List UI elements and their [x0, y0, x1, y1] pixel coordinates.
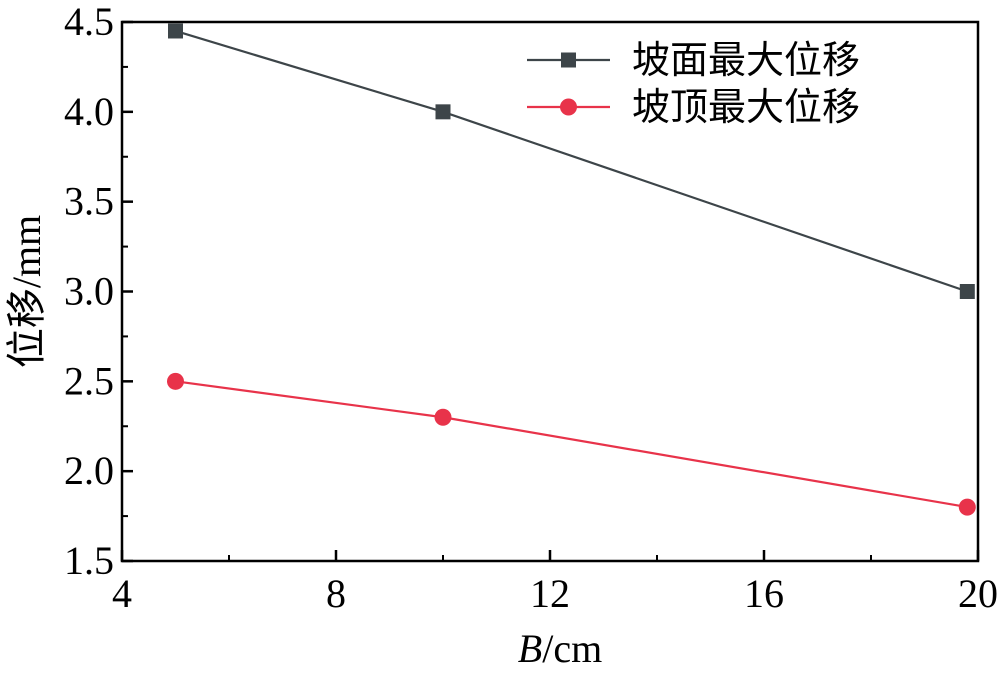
legend-item-series-2: 坡顶最大位移: [527, 85, 860, 129]
data-point-circle: [167, 372, 184, 390]
y-tick-label: 3.0: [64, 269, 114, 314]
series-2: [167, 372, 976, 516]
x-axis-variable: B: [518, 626, 542, 671]
legend-label-series-1: 坡面最大位移: [632, 38, 860, 82]
data-point-square: [168, 23, 183, 39]
data-point-square: [959, 284, 975, 299]
data-point-circle: [434, 408, 452, 426]
ticks: 4 8 12 16 20 1.5 2.0 2.5 3.0 3.5 4.0 4.5: [64, 0, 998, 616]
series-layer: [167, 23, 976, 516]
legend-marker-series-2: [560, 98, 577, 116]
x-axis-title: B/cm: [518, 626, 602, 671]
y-tick-label: 2.0: [64, 448, 114, 493]
y-tick-label: 1.5: [64, 538, 114, 583]
legend-item-series-1: 坡面最大位移: [527, 38, 860, 82]
data-point-square: [435, 104, 451, 120]
y-tick-label: 2.5: [64, 358, 114, 403]
series-line: [175, 380, 968, 509]
x-tick-label: 8: [326, 571, 346, 616]
x-tick-label: 16: [744, 571, 784, 616]
x-tick-label: 12: [530, 571, 570, 616]
legend: 坡面最大位移 坡顶最大位移: [527, 38, 860, 129]
legend-label-series-2: 坡顶最大位移: [632, 85, 860, 129]
x-tick-label: 4: [112, 571, 132, 616]
y-axis-title: 位移/mm: [4, 215, 49, 368]
y-tick-label: 3.5: [64, 179, 114, 224]
y-tick-label: 4.5: [64, 0, 114, 44]
data-point-circle: [958, 498, 976, 516]
series-1: [168, 23, 975, 299]
legend-marker-series-1: [561, 52, 576, 68]
x-axis-unit: /cm: [542, 626, 602, 671]
x-tick-label: 20: [958, 571, 998, 616]
y-tick-label: 4.0: [64, 89, 114, 134]
